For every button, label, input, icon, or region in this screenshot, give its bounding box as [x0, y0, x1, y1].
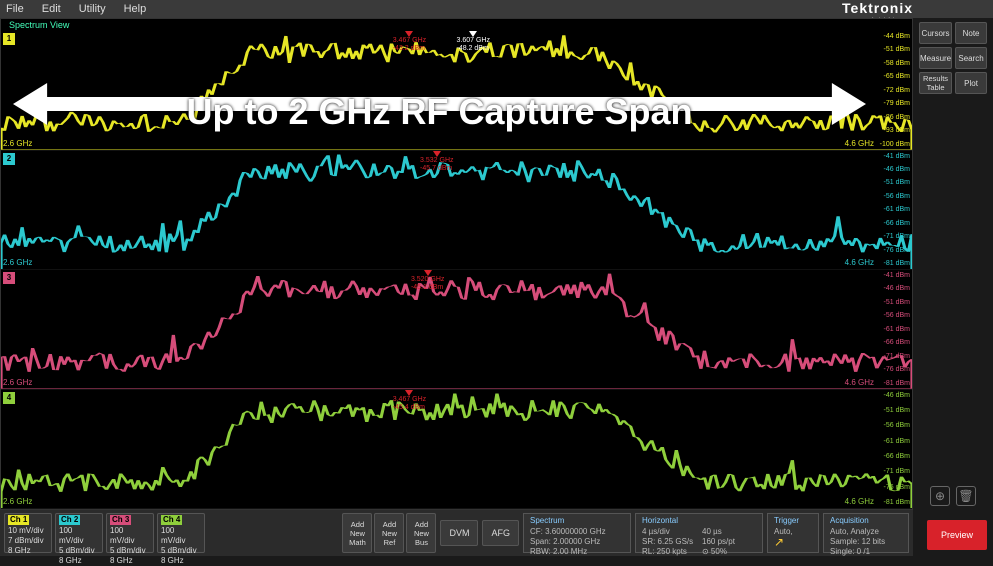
- cursors-button[interactable]: Cursors: [919, 22, 952, 44]
- horizontal-sr: SR: 6.25 GS/s: [642, 537, 696, 547]
- marker-a[interactable]: 3.467 GHz-43.2 dBm: [393, 31, 426, 53]
- channel-box-value: 7 dBm/div: [8, 536, 48, 546]
- channel-badge: 2: [3, 153, 15, 165]
- horizontal-section[interactable]: Horizontal 4 µs/div 40 µs SR: 6.25 GS/s …: [635, 513, 763, 553]
- channel-box-value: 8 GHz: [8, 546, 48, 556]
- channel-box-value: 8 GHz: [59, 556, 99, 566]
- right-control-icons: ⊕ 🗑: [919, 486, 987, 506]
- left-freq-label: 2.6 GHz: [3, 139, 32, 148]
- acquisition-l2: Sample: 12 bits: [830, 537, 902, 547]
- results-table-button[interactable]: Results Table: [919, 72, 952, 94]
- spectrum-section[interactable]: Spectrum CF: 3.60000000 GHz Span: 2.0000…: [523, 513, 631, 553]
- acquisition-section[interactable]: Acquisition Auto, Analyze Sample: 12 bit…: [823, 513, 909, 553]
- menu-utility[interactable]: Utility: [79, 3, 106, 15]
- channel-box-value: 5 dBm/div: [161, 546, 201, 556]
- marker-b[interactable]: 3.607 GHz-48.2 dBm: [457, 31, 490, 53]
- y-axis-labels: -41 dBm-46 dBm-51 dBm-56 dBm-61 dBm-66 d…: [874, 151, 910, 270]
- channel-box[interactable]: Ch 3100 mV/div5 dBm/div8 GHz: [106, 513, 154, 553]
- bottom-bar: Ch 110 mV/div7 dBm/div8 GHzCh 2100 mV/di…: [0, 510, 913, 556]
- horizontal-tdiv: 4 µs/div: [642, 527, 696, 537]
- afg-button[interactable]: AFG: [482, 520, 519, 546]
- channel-pane-3[interactable]: 3 2.6 GHz 4.6 GHz-41 dBm-46 dBm-51 dBm-56 …: [1, 270, 912, 390]
- marker-a[interactable]: 3.520 GHz-45.1 dBm: [411, 270, 444, 292]
- spectrum-span: Span: 2.00000 GHz: [530, 537, 624, 547]
- add-ref-button[interactable]: Add New Ref: [374, 513, 404, 553]
- channel-box-value: 8 GHz: [161, 556, 201, 566]
- spectrum-viewport: Spectrum View 12.6 GHz4.6 GHz-44 dBm-51 …: [0, 18, 913, 510]
- channel-box-value: 100 mV/div: [59, 526, 99, 546]
- note-button[interactable]: Note: [955, 22, 987, 44]
- channel-badge: 3: [3, 272, 15, 284]
- channel-box-value: 100 mV/div: [110, 526, 150, 546]
- channel-box[interactable]: Ch 2100 mV/div5 dBm/div8 GHz: [55, 513, 103, 553]
- trigger-edge-icon: ↗: [774, 537, 812, 547]
- view-title: Spectrum View: [5, 19, 73, 31]
- plot-button[interactable]: Plot: [955, 72, 987, 94]
- right-freq-label: 4.6 GHz: [845, 378, 874, 387]
- acquisition-title: Acquisition: [830, 516, 902, 526]
- left-freq-label: 2.6 GHz: [3, 497, 32, 506]
- dvm-button[interactable]: DVM: [440, 520, 478, 546]
- channel-box-header: Ch 2: [59, 515, 80, 525]
- y-axis-labels: -41 dBm-46 dBm-51 dBm-56 dBm-61 dBm-66 d…: [874, 270, 910, 389]
- channel-box[interactable]: Ch 110 mV/div7 dBm/div8 GHz: [4, 513, 52, 553]
- zoom-icon[interactable]: ⊕: [930, 486, 950, 506]
- right-button-panel: Cursors Note Measure Search Results Tabl…: [919, 22, 987, 94]
- trigger-title: Trigger: [774, 516, 812, 526]
- spectrum-cf: CF: 3.60000000 GHz: [530, 527, 624, 537]
- channel-box-header: Ch 3: [110, 515, 131, 525]
- horizontal-ps: 160 ps/pt: [702, 537, 756, 547]
- channel-box-header: Ch 1: [8, 515, 29, 525]
- channel-badge: 1: [3, 33, 15, 45]
- channel-badge-row: Ch 110 mV/div7 dBm/div8 GHzCh 2100 mV/di…: [4, 513, 205, 553]
- horizontal-dur: 40 µs: [702, 527, 756, 537]
- channel-stack: 12.6 GHz4.6 GHz-44 dBm-51 dBm-58 dBm-65 …: [1, 31, 912, 509]
- channel-badge: 4: [3, 392, 15, 404]
- acquisition-l1: Auto, Analyze: [830, 527, 902, 537]
- measure-button[interactable]: Measure: [919, 47, 952, 69]
- channel-pane-2[interactable]: 2 2.6 GHz 4.6 GHz-41 dBm-46 dBm-51 dBm-56 …: [1, 151, 912, 271]
- add-new-buttons: Add New Math Add New Ref Add New Bus: [342, 513, 436, 553]
- marker-a[interactable]: 3.532 GHz-45.7 dBm: [420, 151, 453, 173]
- y-axis-labels: -46 dBm-51 dBm-56 dBm-61 dBm-66 dBm-71 d…: [874, 390, 910, 509]
- right-freq-label: 4.6 GHz: [845, 258, 874, 267]
- menu-edit[interactable]: Edit: [42, 3, 61, 15]
- trigger-section[interactable]: Trigger Auto, ↗: [767, 513, 819, 553]
- search-button[interactable]: Search: [955, 47, 987, 69]
- add-math-button[interactable]: Add New Math: [342, 513, 372, 553]
- channel-box-value: 5 dBm/div: [59, 546, 99, 556]
- add-bus-button[interactable]: Add New Bus: [406, 513, 436, 553]
- channel-box[interactable]: Ch 4100 mV/div5 dBm/div8 GHz: [157, 513, 205, 553]
- y-axis-labels: -44 dBm-51 dBm-58 dBm-65 dBm-72 dBm-79 d…: [874, 31, 910, 150]
- preview-button[interactable]: Preview: [927, 520, 987, 550]
- horizontal-title: Horizontal: [642, 516, 756, 526]
- trash-icon[interactable]: 🗑: [956, 486, 976, 506]
- right-freq-label: 4.6 GHz: [845, 139, 874, 148]
- marker-a[interactable]: 3.467 GHz-45.4 dBm: [393, 390, 426, 412]
- channel-pane-4[interactable]: 4 2.6 GHz 4.6 GHz-46 dBm-51 dBm-56 dBm-61 …: [1, 390, 912, 510]
- channel-box-value: 100 mV/div: [161, 526, 201, 546]
- channel-box-value: 5 dBm/div: [110, 546, 150, 556]
- channel-box-header: Ch 4: [161, 515, 182, 525]
- menu-help[interactable]: Help: [124, 3, 147, 15]
- brand-logo: Tektronix: [842, 0, 913, 16]
- left-freq-label: 2.6 GHz: [3, 378, 32, 387]
- spectrum-title: Spectrum: [530, 516, 624, 526]
- channel-pane-1[interactable]: 1 2.6 GHz 4.6 GHz-44 dBm-51 dBm-58 dBm-65 …: [1, 31, 912, 151]
- right-freq-label: 4.6 GHz: [845, 497, 874, 506]
- menu-file[interactable]: File: [6, 3, 24, 15]
- channel-box-value: 8 GHz: [110, 556, 150, 566]
- left-freq-label: 2.6 GHz: [3, 258, 32, 267]
- channel-box-value: 10 mV/div: [8, 526, 48, 536]
